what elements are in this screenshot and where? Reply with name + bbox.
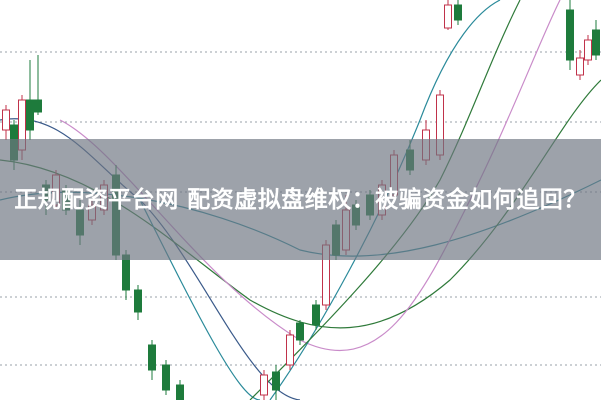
candle-body bbox=[34, 99, 42, 113]
candle-body bbox=[134, 289, 142, 313]
candle-body bbox=[122, 254, 130, 291]
candle-body bbox=[444, 4, 452, 29]
candle-body bbox=[26, 99, 34, 131]
candle-body bbox=[272, 371, 280, 391]
candle-body bbox=[454, 4, 462, 21]
candle-body bbox=[286, 334, 294, 366]
candle-body bbox=[2, 109, 10, 131]
candle-body bbox=[584, 39, 592, 61]
candle-body bbox=[592, 29, 600, 56]
candle-body bbox=[260, 374, 268, 396]
candle-body bbox=[176, 384, 184, 400]
candle-body bbox=[296, 322, 304, 341]
headline-banner: 正规配资平台网 配资虚拟盘维权：被骗资金如何追回？ bbox=[0, 139, 601, 260]
headline: 正规配资平台网 配资虚拟盘维权：被骗资金如何追回？ bbox=[14, 186, 587, 213]
candle-body bbox=[162, 364, 170, 391]
candle-body bbox=[312, 304, 320, 326]
candle-body bbox=[148, 344, 156, 371]
candle-body bbox=[566, 9, 574, 61]
candle-body bbox=[576, 57, 584, 76]
